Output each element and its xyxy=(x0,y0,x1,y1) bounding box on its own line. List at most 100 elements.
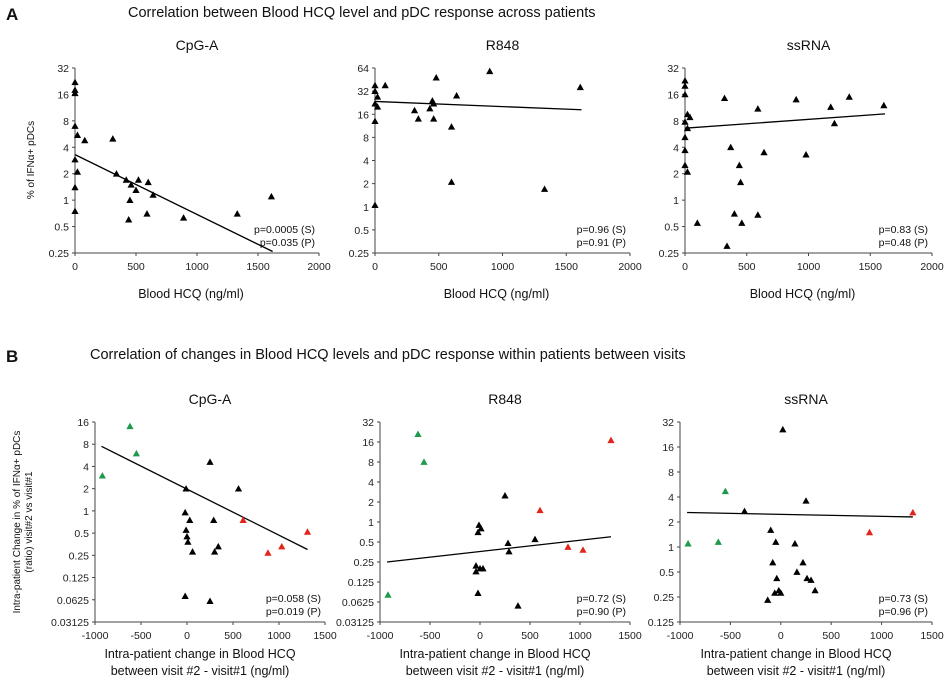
data-point-red xyxy=(278,542,286,550)
p-value: p=0.058 (S) xyxy=(266,593,321,605)
y-tick-label: 0.5 xyxy=(664,222,679,234)
data-point-black xyxy=(845,93,853,100)
data-point-black xyxy=(414,115,422,122)
x-axis-label: Blood HCQ (ng/ml) xyxy=(750,287,856,301)
data-point-black xyxy=(109,135,117,142)
data-point-black xyxy=(426,104,434,112)
data-point-black xyxy=(182,526,190,533)
data-point-black xyxy=(791,539,799,547)
data-point-black xyxy=(206,458,214,465)
x-axis-label: Blood HCQ (ng/ml) xyxy=(444,287,550,301)
x-tick-label: 0 xyxy=(184,630,190,642)
data-point-black xyxy=(681,76,689,84)
y-tick-label: 32 xyxy=(57,63,69,75)
y-tick-label: 0.125 xyxy=(348,577,374,589)
section-a-letter: A xyxy=(6,5,18,24)
data-point-black xyxy=(735,161,743,169)
data-point-black xyxy=(880,101,888,109)
y-tick-label: 8 xyxy=(363,132,369,144)
y-tick-label: 0.03125 xyxy=(336,617,374,629)
data-point-black xyxy=(371,87,379,95)
y-tick-label: 8 xyxy=(668,467,674,479)
data-point-black xyxy=(771,589,779,596)
data-point-black xyxy=(740,507,749,515)
y-tick-label: 64 xyxy=(357,63,369,75)
p-value: p=0.96 (P) xyxy=(879,606,928,618)
data-point-black xyxy=(188,548,197,555)
data-point-black xyxy=(214,542,222,550)
y-tick-label: 8 xyxy=(63,116,69,128)
x-tick-label: 1000 xyxy=(870,630,894,642)
x-tick-label: 0 xyxy=(372,261,378,273)
y-tick-label: 0.5 xyxy=(354,225,369,237)
regression-line xyxy=(101,445,308,551)
data-point-black xyxy=(686,113,694,121)
data-point-black xyxy=(777,589,785,596)
regression-line xyxy=(74,154,273,253)
data-point-black xyxy=(827,103,835,110)
data-point-green xyxy=(684,539,692,547)
y-tick-label: 0.25 xyxy=(659,248,680,260)
x-tick-label: 500 xyxy=(430,261,448,273)
data-point-black xyxy=(830,119,839,127)
x-tick-label: 1000 xyxy=(491,261,515,273)
data-point-black xyxy=(479,564,487,572)
y-tick-label: 0.0625 xyxy=(342,597,374,609)
chart-A1: CpG-A 0.25 0.5 1 2 4 8 16 32 0 500 1000 1500 2000 Bloo… xyxy=(26,37,331,301)
data-point-black xyxy=(811,586,819,594)
chart-title: CpG-A xyxy=(176,37,219,53)
x-axis-label: between visit #2 - visit#1 (ng/ml) xyxy=(111,664,290,678)
data-point-black xyxy=(210,516,218,523)
data-point-black xyxy=(181,508,189,516)
data-point-green xyxy=(98,472,106,479)
data-point-black xyxy=(727,143,735,151)
p-value: p=0.96 (S) xyxy=(577,224,626,236)
regression-line xyxy=(374,100,582,111)
x-tick-label: -500 xyxy=(130,630,151,642)
data-point-black xyxy=(802,151,810,158)
data-point-black xyxy=(720,94,729,102)
data-point-black xyxy=(186,516,194,523)
data-point-black xyxy=(477,524,485,532)
data-point-black xyxy=(73,131,82,139)
x-tick-label: 2000 xyxy=(307,261,331,273)
data-point-black xyxy=(754,211,762,218)
data-point-black xyxy=(681,90,689,98)
chart-title: ssRNA xyxy=(784,391,828,407)
data-point-green xyxy=(721,487,729,495)
y-tick-label: 0.03125 xyxy=(51,617,89,629)
y-tick-label: 8 xyxy=(673,116,679,128)
data-point-red xyxy=(865,528,874,536)
x-tick-label: -1000 xyxy=(667,630,694,642)
y-tick-label: 2 xyxy=(668,517,674,529)
data-point-black xyxy=(410,106,419,114)
data-point-black xyxy=(793,568,801,575)
y-tick-label: 1 xyxy=(363,202,369,214)
data-point-green xyxy=(414,430,422,438)
p-value: p=0.91 (P) xyxy=(577,237,626,249)
data-point-black xyxy=(472,567,480,575)
data-point-green xyxy=(420,458,428,465)
data-point-black xyxy=(127,181,135,188)
x-tick-label: 1500 xyxy=(618,630,642,642)
data-point-black xyxy=(472,562,480,569)
y-tick-label: 16 xyxy=(77,417,89,429)
y-tick-label: 32 xyxy=(362,417,374,429)
chart-B2: R848 0.03125 0.0625 0.125 0.25 0.5 1 2 4 8 16 32 -10… xyxy=(336,391,642,678)
data-point-black xyxy=(430,115,438,122)
data-point-black xyxy=(184,538,192,545)
x-tick-label: 1000 xyxy=(267,630,291,642)
data-point-red xyxy=(909,508,917,516)
data-point-black xyxy=(125,216,133,223)
x-tick-label: -1000 xyxy=(367,630,394,642)
y-axis-label: % of IFNα+ pDCs xyxy=(26,121,37,199)
y-tick-label: 2 xyxy=(63,169,69,181)
data-point-black xyxy=(126,196,134,204)
regression-line xyxy=(684,113,886,129)
x-axis-label: between visit #2 - visit#1 (ng/ml) xyxy=(406,664,585,678)
x-tick-label: 500 xyxy=(521,630,539,642)
x-tick-label: 1000 xyxy=(185,261,209,273)
x-tick-label: 2000 xyxy=(618,261,642,273)
data-point-black xyxy=(799,558,807,566)
